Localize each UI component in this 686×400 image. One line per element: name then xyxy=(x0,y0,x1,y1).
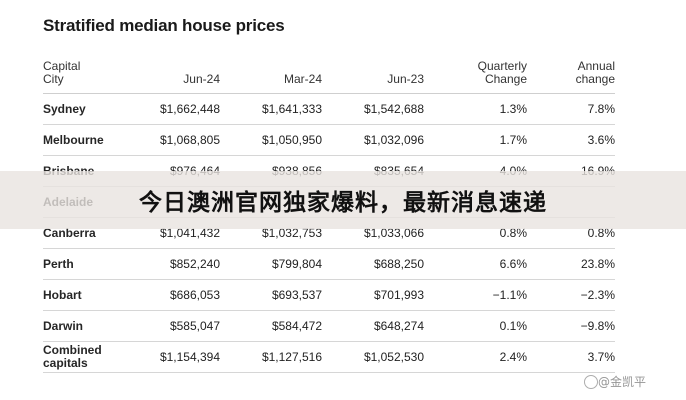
header-line: Annual xyxy=(577,59,615,73)
row-value-cell: −1.1% xyxy=(424,279,527,311)
table-row: Darwin $585,047 $584,472 $648,274 0.1% −9.8% xyxy=(43,310,615,342)
row-value-cell: $1,050,950 xyxy=(220,124,322,156)
row-value-cell: −2.3% xyxy=(527,279,615,311)
row-value-cell: $1,641,333 xyxy=(220,93,322,125)
table-row: Perth $852,240 $799,804 $688,250 6.6% 23.8% xyxy=(43,248,615,280)
table-row: Sydney $1,662,448 $1,641,333 $1,542,688 1.3%… xyxy=(43,93,615,125)
header-mar-24: Mar-24 xyxy=(220,60,322,94)
row-value-cell: 7.8% xyxy=(527,93,615,125)
header-jun-24: Jun-24 xyxy=(129,60,220,94)
row-city-name: Melbourne xyxy=(43,124,129,156)
header-line: Change xyxy=(484,72,527,86)
row-value-cell: 1.7% xyxy=(424,124,527,156)
row-value-cell: $1,068,805 xyxy=(129,124,220,156)
row-value-cell: 23.8% xyxy=(527,248,615,280)
table-row: Hobart $686,053 $693,537 $701,993 −1.1% −2.3% xyxy=(43,279,615,311)
row-value-cell: $1,154,394 xyxy=(129,341,220,373)
header-line: Capital xyxy=(43,59,81,73)
row-value-cell: 1.3% xyxy=(424,93,527,125)
row-value-cell: 2.4% xyxy=(424,341,527,373)
table-row: Combined capitals $1,154,394 $1,127,516 $1,0… xyxy=(43,341,615,373)
city-name-line: Combined xyxy=(43,343,102,357)
row-value-cell: $799,804 xyxy=(220,248,322,280)
row-value-cell: $1,127,516 xyxy=(220,341,322,373)
row-value-cell: $852,240 xyxy=(129,248,220,280)
city-name-line: capitals xyxy=(43,356,88,370)
row-value-cell: $1,052,530 xyxy=(322,341,424,373)
row-value-cell: $1,662,448 xyxy=(129,93,220,125)
header-capital-city: Capital City xyxy=(43,60,129,94)
header-line: Quarterly xyxy=(477,59,527,73)
header-annual-change: Annual change xyxy=(527,60,615,94)
watermark-text: @金凯平 xyxy=(598,375,647,389)
row-value-cell: 3.6% xyxy=(527,124,615,156)
weibo-icon xyxy=(584,375,598,389)
headline-banner: 今日澳洲官网独家爆料，最新消息速递 xyxy=(0,171,686,229)
row-value-cell: $585,047 xyxy=(129,310,220,342)
row-value-cell: $1,542,688 xyxy=(322,93,424,125)
header-quarterly-change: Quarterly Change xyxy=(424,60,527,94)
header-jun-23: Jun-23 xyxy=(322,60,424,94)
row-value-cell: −9.8% xyxy=(527,310,615,342)
row-value-cell: $693,537 xyxy=(220,279,322,311)
banner-text: 今日澳洲官网独家爆料，最新消息速递 xyxy=(139,190,547,216)
row-value-cell: $688,250 xyxy=(322,248,424,280)
row-city-name: Combined capitals xyxy=(43,341,129,373)
row-city-name: Hobart xyxy=(43,279,129,311)
row-city-name: Perth xyxy=(43,248,129,280)
page-title: Stratified median house prices xyxy=(43,16,285,35)
header-line: change xyxy=(575,72,615,86)
row-city-name: Sydney xyxy=(43,93,129,125)
row-value-cell: 6.6% xyxy=(424,248,527,280)
row-value-cell: $1,032,096 xyxy=(322,124,424,156)
row-city-name: Darwin xyxy=(43,310,129,342)
row-value-cell: $648,274 xyxy=(322,310,424,342)
row-value-cell: 0.1% xyxy=(424,310,527,342)
row-value-cell: 3.7% xyxy=(527,341,615,373)
header-line: City xyxy=(43,72,64,86)
row-value-cell: $701,993 xyxy=(322,279,424,311)
row-value-cell: $686,053 xyxy=(129,279,220,311)
table-row: Melbourne $1,068,805 $1,050,950 $1,032,096 1… xyxy=(43,124,615,156)
table-header-row: Capital City Jun-24 Mar-24 Jun-23 Quarter… xyxy=(43,60,615,94)
row-value-cell: $584,472 xyxy=(220,310,322,342)
